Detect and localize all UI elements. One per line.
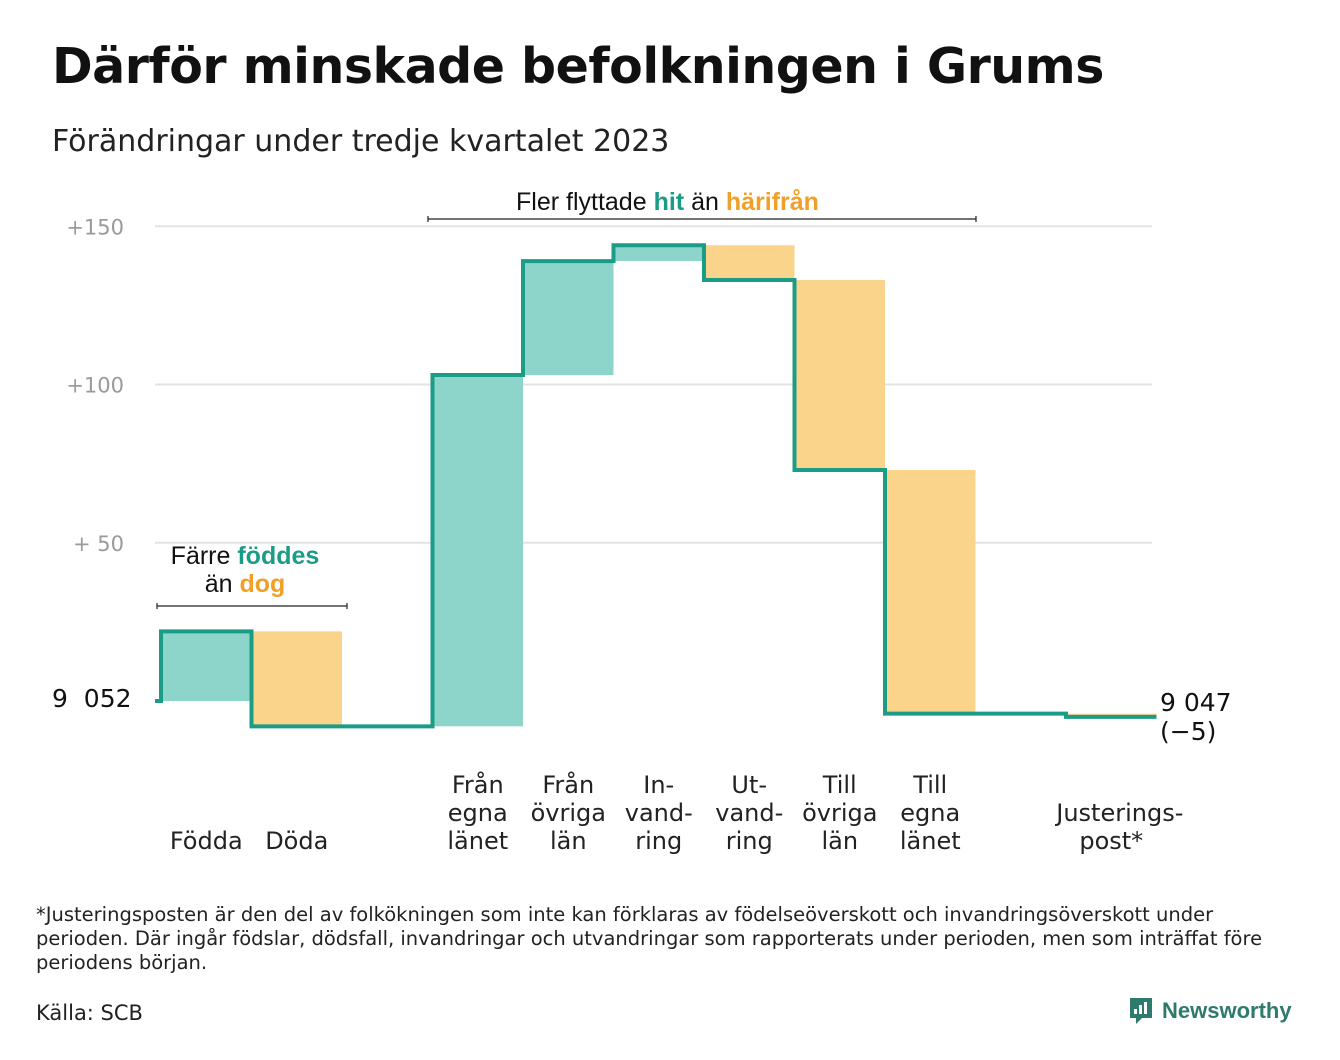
hit-word: hit	[653, 188, 685, 216]
bar-1	[251, 631, 342, 727]
waterfall-chart: +150 +100 + 50	[66, 215, 1157, 729]
bar-7	[794, 280, 885, 470]
start-population-label: 9 052	[52, 684, 132, 713]
step-line	[155, 243, 1157, 729]
category-label: Justerings- post*	[1056, 799, 1184, 855]
chart-subtitle: Förändringar under tredje kvartalet 2023	[52, 124, 670, 159]
bar-5	[613, 245, 704, 262]
chart-title: Därför minskade befolkningen i Grums	[52, 38, 1104, 95]
grid-lines	[155, 225, 1152, 544]
bar-0	[161, 631, 252, 701]
births-bracket	[156, 603, 348, 609]
harifran-word: härifrån	[725, 188, 819, 216]
births-annotation: Färre föddes än dog	[170, 542, 320, 598]
moves-bracket	[427, 216, 977, 222]
y-tick-label: +150	[66, 215, 124, 239]
y-tick-label: +100	[66, 374, 124, 398]
annotation-brackets	[156, 216, 977, 609]
dog-word: dog	[239, 570, 286, 598]
moves-annotation: Fler flyttade hit än härifrån	[516, 188, 819, 216]
category-label: Från övriga län	[530, 771, 606, 855]
category-label: Födda	[169, 827, 243, 855]
category-label: Till egna länet	[899, 771, 961, 855]
footnote: *Justeringsposten är den del av folkökni…	[36, 903, 1263, 974]
source: Källa: SCB	[36, 1001, 143, 1025]
y-tick-labels: +150 +100 + 50	[66, 215, 124, 556]
bar-8	[885, 469, 976, 714]
bar-6	[704, 245, 795, 281]
bar-3	[432, 375, 523, 727]
category-label: In- vand- ring	[624, 771, 693, 855]
y-tick-label: + 50	[73, 532, 124, 556]
cumulative-line	[155, 243, 1157, 729]
bar-4	[523, 261, 614, 376]
category-label: Från egna länet	[447, 771, 509, 855]
newsworthy-icon	[1130, 998, 1152, 1024]
category-label: Ut- vand- ring	[715, 771, 784, 855]
bars	[161, 245, 1157, 727]
category-label: Döda	[265, 827, 329, 855]
brand-logo: Newsworthy	[1128, 996, 1292, 1026]
foddes-word: föddes	[237, 542, 320, 570]
end-population-label: 9 047 (−5)	[1160, 688, 1232, 746]
category-label: Till övriga län	[802, 771, 878, 855]
